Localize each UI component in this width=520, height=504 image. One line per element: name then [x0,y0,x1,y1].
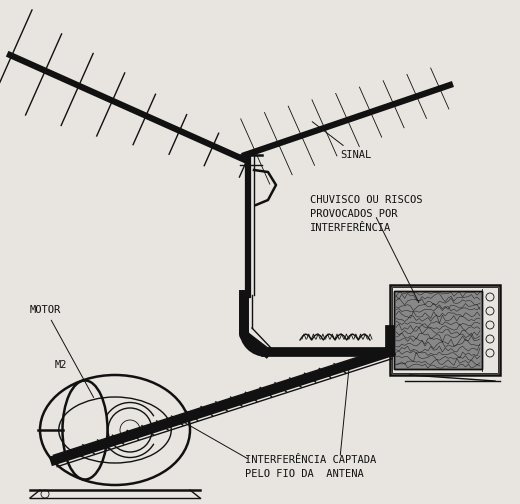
Bar [390,285,500,375]
Text: CHUVISCO OU RISCOS
PROVOCADOS POR
INTERFERÊNCIA: CHUVISCO OU RISCOS PROVOCADOS POR INTERF… [310,195,422,233]
Text: M2: M2 [55,360,68,370]
Text: INTERFERÊNCIA CAPTADA
PELO FIO DA  ANTENA: INTERFERÊNCIA CAPTADA PELO FIO DA ANTENA [245,455,376,479]
Text: SINAL: SINAL [312,121,371,160]
Bar [392,287,498,373]
Bar [394,291,482,369]
Text: MOTOR: MOTOR [30,305,94,398]
Bar [394,291,482,369]
